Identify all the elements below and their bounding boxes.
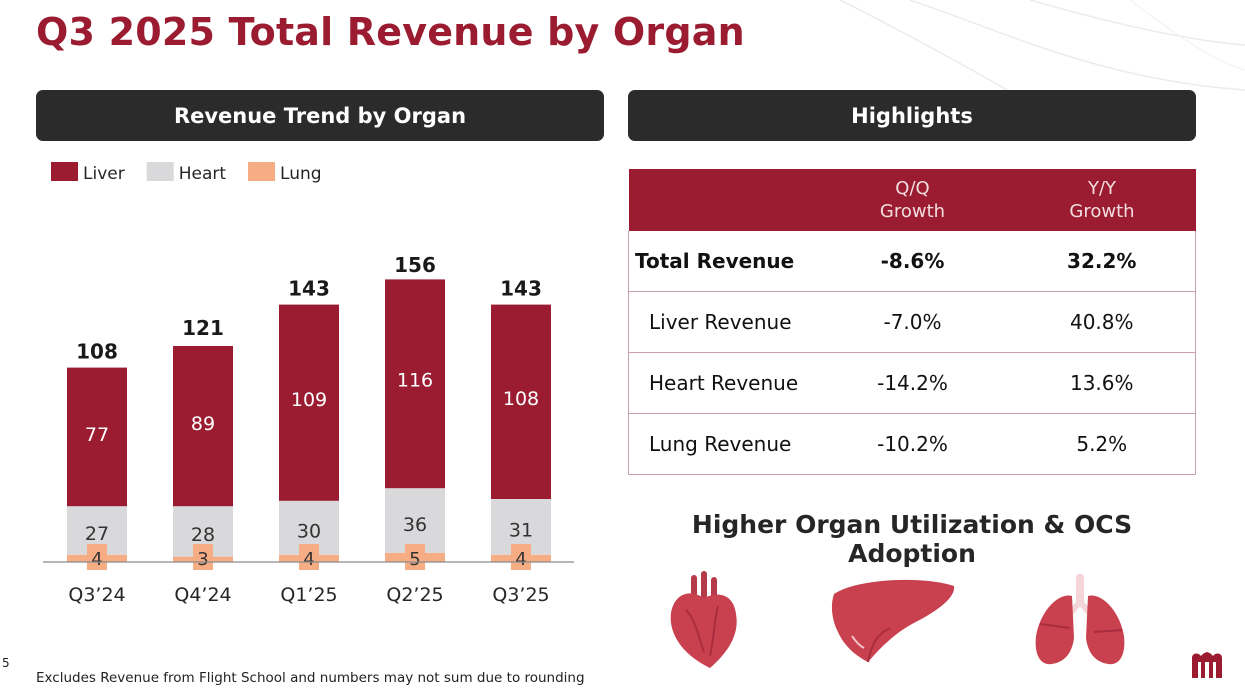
qq-growth-header-label: Q/Q Growth [879, 177, 946, 222]
yy-value: 40.8% [1008, 291, 1196, 353]
lung-label-badge [87, 544, 107, 570]
row-label: Heart Revenue [628, 352, 817, 414]
total-label: 143 [500, 277, 542, 301]
qq-value: -10.2% [816, 413, 1009, 475]
total-label: 121 [182, 316, 224, 340]
table-row-lung-revenue: Lung Revenue -10.2% 5.2% [628, 413, 1196, 475]
revenue-trend-chart: Liver Heart Lung 27 77 4 108 Q3’24 28 89 3 121 Q4’24… [43, 162, 574, 606]
footnote: Excludes Revenue from Flight School and … [36, 670, 585, 686]
total-label: 156 [394, 253, 436, 277]
legend-label-heart: Heart [179, 164, 227, 184]
data-label-liver: 89 [191, 413, 215, 435]
total-label: 143 [288, 277, 330, 301]
qq-value: -8.6% [816, 231, 1009, 292]
data-label-lung: 4 [303, 549, 314, 570]
table-row-heart-revenue: Heart Revenue -14.2% 13.6% [628, 352, 1196, 414]
data-label-heart: 28 [191, 524, 215, 546]
x-tick-label: Q3’25 [492, 584, 549, 606]
legend-swatch-liver [51, 162, 78, 181]
row-label: Liver Revenue [628, 291, 817, 353]
yy-value: 32.2% [1008, 231, 1196, 292]
page-number: 5 [2, 656, 10, 670]
yy-value: 5.2% [1008, 413, 1196, 475]
revenue-trend-header: Revenue Trend by Organ [36, 90, 604, 141]
x-tick-label: Q4’24 [174, 584, 231, 606]
data-label-heart: 27 [85, 523, 109, 545]
yy-growth-header: Y/Y Growth [1008, 169, 1196, 231]
company-logo-icon [1187, 645, 1227, 685]
data-label-lung: 3 [197, 549, 208, 570]
qq-growth-header: Q/Q Growth [816, 169, 1009, 231]
yy-growth-header-label: Y/Y Growth [1069, 177, 1135, 222]
bar-liver [279, 304, 339, 501]
bar-liver [173, 346, 233, 507]
qq-value: -7.0% [816, 291, 1009, 353]
highlights-table: Q/Q Growth Y/Y Growth Total Revenue -8.6% … [628, 169, 1196, 475]
legend-label-lung: Lung [280, 164, 322, 184]
legend-label-liver: Liver [83, 164, 125, 184]
row-label: Lung Revenue [628, 413, 817, 475]
table-header-blank [628, 169, 817, 231]
legend-swatch-lung [248, 162, 276, 181]
qq-value: -14.2% [816, 352, 1009, 414]
liver-organ-icon [831, 579, 955, 663]
data-label-liver: 109 [291, 389, 327, 411]
bar-liver [67, 367, 127, 507]
x-tick-label: Q1’25 [280, 584, 337, 606]
x-tick-label: Q3’24 [68, 584, 125, 606]
row-label: Total Revenue [628, 231, 817, 292]
lung-label-badge [299, 544, 319, 570]
heart-organ-icon [670, 571, 737, 668]
lung-label-badge [511, 544, 531, 570]
data-label-heart: 30 [297, 521, 321, 543]
total-label: 108 [76, 340, 118, 364]
table-row-total-revenue: Total Revenue -8.6% 32.2% [628, 231, 1196, 292]
table-row-liver-revenue: Liver Revenue -7.0% 40.8% [628, 291, 1196, 353]
data-label-lung: 4 [91, 549, 102, 570]
data-label-heart: 31 [509, 520, 533, 542]
table-header-row: Q/Q Growth Y/Y Growth [628, 169, 1196, 231]
lungs-organ-icon [1035, 574, 1125, 665]
bar-liver [385, 279, 445, 489]
legend-swatch-heart [146, 162, 174, 181]
page-title: Q3 2025 Total Revenue by Organ [36, 10, 745, 54]
data-label-lung: 5 [409, 549, 420, 570]
utilization-subheading: Higher Organ Utilization & OCS Adoption [691, 510, 1133, 568]
lung-label-badge [193, 544, 213, 570]
data-label-heart: 36 [403, 514, 427, 536]
lung-label-badge [405, 544, 425, 570]
data-label-liver: 116 [397, 370, 433, 392]
data-label-liver: 108 [503, 388, 539, 410]
yy-value: 13.6% [1008, 352, 1196, 414]
bar-heart [385, 488, 445, 553]
bar-liver [491, 304, 551, 499]
highlights-header: Highlights [628, 90, 1196, 141]
x-tick-label: Q2’25 [386, 584, 443, 606]
data-label-lung: 4 [515, 549, 526, 570]
data-label-liver: 77 [85, 424, 109, 446]
